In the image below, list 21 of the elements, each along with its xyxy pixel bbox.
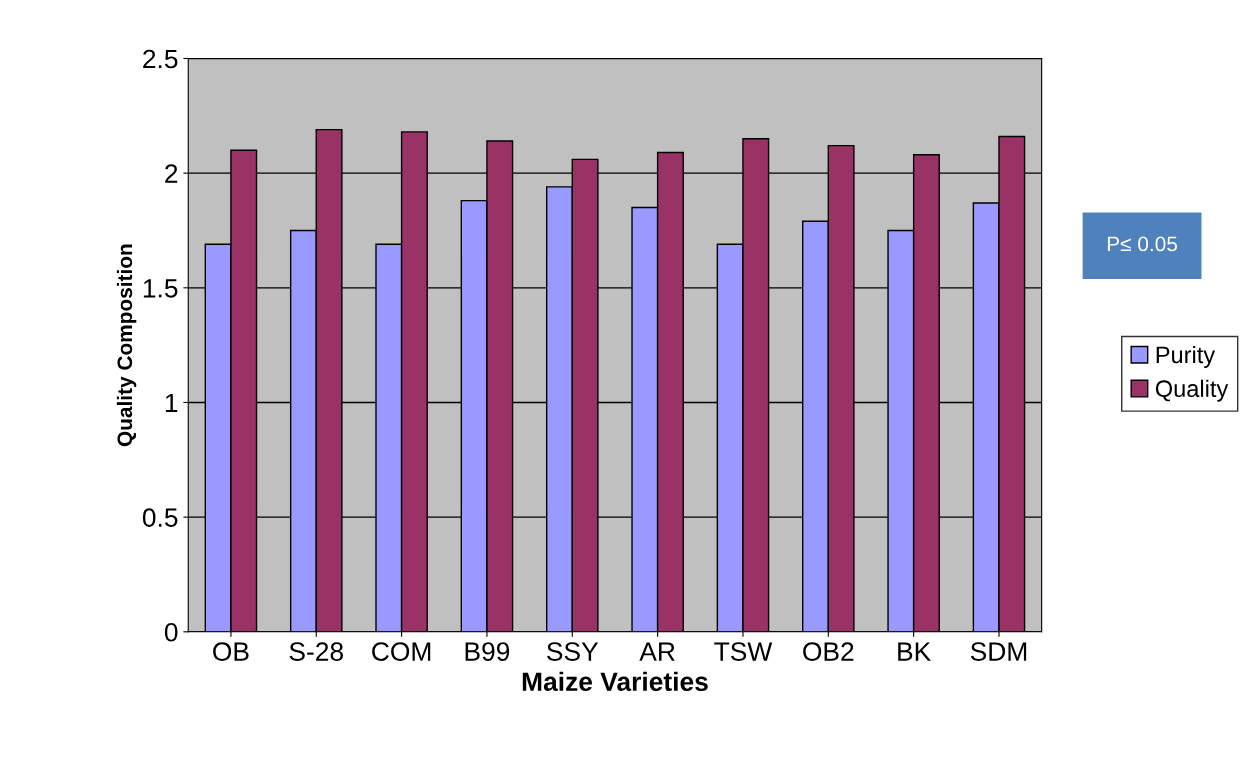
y-tick-label: 1 bbox=[165, 393, 178, 413]
x-tick-label: TSW bbox=[714, 642, 773, 661]
x-tick-label: SDM bbox=[970, 642, 1027, 661]
x-tick-label: COM bbox=[372, 642, 431, 661]
x-tick-label: S-28 bbox=[289, 642, 343, 661]
y-tick-label: 2 bbox=[165, 164, 178, 183]
y-tick-label: 0.5 bbox=[142, 508, 178, 527]
y-axis-title: Quality Composition bbox=[116, 244, 137, 447]
legend-label: Quality bbox=[1155, 379, 1229, 402]
x-tick-label: B99 bbox=[465, 642, 510, 661]
y-tick-label: 0 bbox=[164, 622, 178, 642]
x-tick-label: BK bbox=[898, 642, 931, 661]
x-tick-label: AR bbox=[639, 642, 675, 661]
y-tick-label: 1.5 bbox=[143, 279, 178, 298]
x-tick-label: SSY bbox=[547, 642, 599, 661]
text: P≤ 0.05 bbox=[1107, 236, 1178, 252]
x-tick-label: OB bbox=[213, 642, 249, 661]
y-tick-label: 2.5 bbox=[143, 49, 178, 69]
x-tick-label: OB2 bbox=[803, 642, 854, 661]
legend-label: Purity bbox=[1156, 345, 1216, 368]
x-axis-title: Maize Varieties bbox=[522, 671, 708, 692]
